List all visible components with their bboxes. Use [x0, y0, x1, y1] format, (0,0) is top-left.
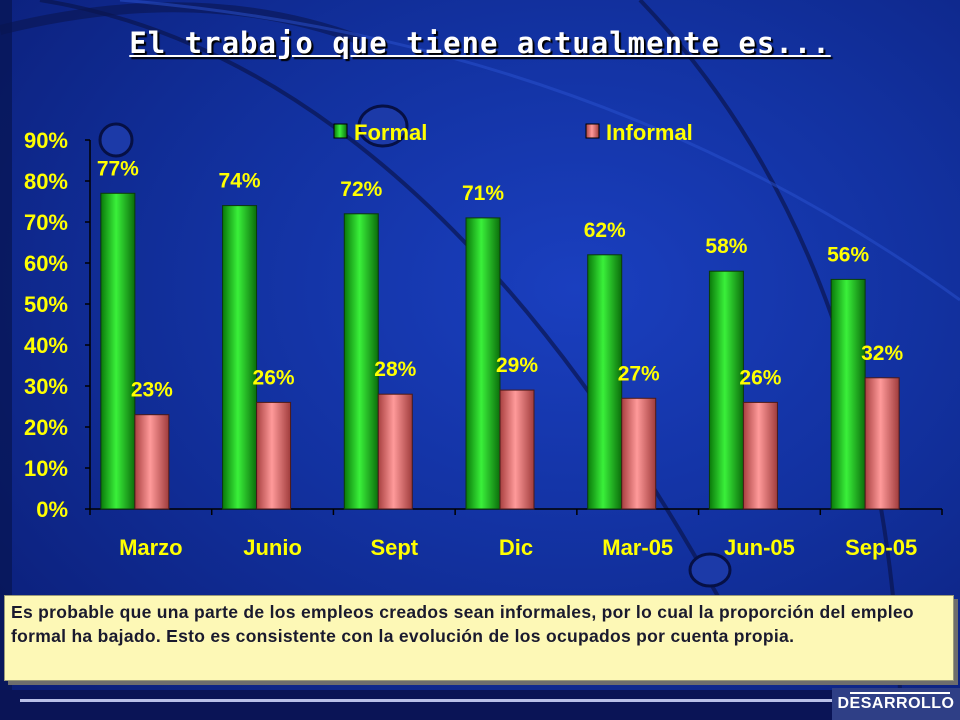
data-label-formal: 71% [462, 182, 504, 205]
x-category-label: Marzo [119, 535, 183, 560]
data-label-informal: 32% [861, 342, 903, 365]
footer-bar [0, 690, 960, 720]
bar-formal-dic [465, 217, 501, 510]
bar-formal-jun-05 [708, 270, 744, 510]
data-label-informal: 26% [739, 366, 781, 389]
data-label-informal: 28% [374, 358, 416, 381]
data-label-formal: 58% [705, 235, 747, 258]
data-label-formal: 74% [219, 170, 261, 193]
chart-bars [100, 192, 900, 510]
y-tick-label: 50% [24, 292, 68, 317]
legend-swatch-informal [585, 123, 600, 139]
y-tick-label: 10% [24, 456, 68, 481]
bar-formal-sept [343, 213, 379, 510]
bar-formal-mar-05 [587, 254, 623, 510]
bar-informal-marzo [134, 414, 170, 510]
data-label-informal: 23% [131, 379, 173, 402]
y-tick-label: 20% [24, 415, 68, 440]
legend-label-informal: Informal [606, 120, 693, 145]
chart-labels: 77% 23% Marzo 74% 26% Junio 72% 28% Sept 71% 29% Di… [97, 157, 917, 560]
bar-formal-sep-05 [830, 278, 866, 510]
y-tick-label: 40% [24, 333, 68, 358]
footer-badge-line [850, 692, 950, 694]
legend-label-formal: Formal [354, 120, 427, 145]
chart-legend: Formal Informal [333, 120, 693, 145]
y-tick-label: 60% [24, 251, 68, 276]
bar-informal-dic [499, 389, 535, 510]
bar-formal-marzo [100, 192, 136, 510]
data-label-formal: 56% [827, 243, 869, 266]
y-tick-label: 90% [24, 128, 68, 153]
note-box: Es probable que una parte de los empleos… [4, 595, 954, 681]
y-tick-label: 30% [24, 374, 68, 399]
y-tick-label: 0% [36, 497, 68, 522]
slide-title: El trabajo que tiene actualmente es... [129, 26, 831, 60]
x-category-label: Dic [499, 535, 533, 560]
y-tick-label: 70% [24, 210, 68, 235]
data-label-informal: 26% [253, 366, 295, 389]
x-category-label: Sept [370, 535, 418, 560]
data-label-formal: 72% [340, 178, 382, 201]
footer-divider [20, 699, 840, 702]
data-label-formal: 77% [97, 157, 139, 180]
x-category-label: Sep-05 [845, 535, 917, 560]
bar-informal-jun-05 [742, 401, 778, 510]
y-tick-label: 80% [24, 169, 68, 194]
bar-informal-junio [256, 401, 292, 510]
data-label-formal: 62% [584, 219, 626, 242]
bar-informal-sep-05 [864, 377, 900, 510]
bar-informal-mar-05 [621, 397, 657, 510]
x-category-label: Junio [243, 535, 302, 560]
x-category-label: Mar-05 [602, 535, 673, 560]
x-category-label: Jun-05 [724, 535, 795, 560]
data-label-informal: 27% [618, 362, 660, 385]
note-text: Es probable que una parte de los empleos… [11, 602, 914, 646]
bar-informal-sept [377, 393, 413, 510]
data-label-informal: 29% [496, 354, 538, 377]
legend-swatch-formal [333, 123, 348, 139]
bar-formal-junio [222, 205, 258, 510]
